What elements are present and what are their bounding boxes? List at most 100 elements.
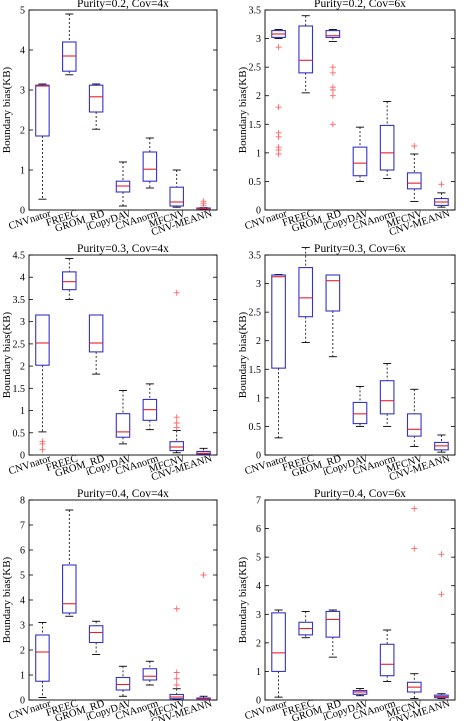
y-tick-label: 0 [20,451,25,462]
box-iqr [88,625,104,644]
box-iqr [352,146,368,177]
y-tick-label: 7 [20,521,25,532]
y-tick-label: 0.5 [249,422,262,433]
y-tick-label: 3 [20,621,25,632]
box-iqr [62,41,77,72]
box-iqr [298,25,314,74]
plot-frame [28,254,218,456]
y-tick-label: 2 [256,336,261,347]
y-tick-label: 6 [256,524,261,535]
y-axis-label: Boundary bias(KB) [1,556,13,643]
y-tick-label: 3.5 [13,295,26,306]
y-tick-label: 5 [20,6,25,17]
y-tick-label: 3 [256,34,261,45]
box-iqr [325,274,341,312]
outlier-marker [329,121,336,128]
chart-title: Purity=0.2, Cov=6x [314,0,406,10]
plot-frame [28,499,218,701]
outlier-marker [411,505,418,512]
outlier-marker [173,669,180,676]
y-axis-label: Boundary bias(KB) [237,556,249,643]
box-iqr [325,30,341,38]
panel-2: Purity=0.2, Cov=6x Boundary bias(KB) 0 0.5 1… [237,0,456,238]
y-tick-label: 7 [256,496,261,507]
outlier-marker [438,591,445,598]
box-iqr [406,413,422,437]
box-iqr [62,564,77,614]
y-tick-label: 2 [20,646,25,657]
outlier-marker [438,181,445,188]
y-tick-label: 1 [20,406,25,417]
outlier-marker [411,143,418,149]
y-tick-label: 3.5 [249,251,262,262]
outlier-marker [275,104,282,111]
y-axis-label: Boundary bias(KB) [237,66,249,153]
box-iqr [298,267,314,318]
y-tick-label: 1 [256,667,261,678]
y-tick-label: 3 [256,279,261,290]
box-iqr [115,180,131,193]
box-iqr [115,676,131,691]
y-tick-label: 4.5 [13,251,26,262]
outlier-marker [173,414,180,421]
box-iqr [35,314,50,366]
y-tick-label: 0 [20,206,25,217]
box-iqr [352,401,368,425]
panel-1: Purity=0.2, Cov=4x Boundary bias(KB) 0 1 2 3 4… [1,0,218,238]
outlier-marker [173,289,180,296]
y-tick-label: 5 [20,571,25,582]
y-tick-label: 8 [20,496,25,507]
panel-4: Purity=0.3, Cov=6x Boundary bias(KB) 0 0.5 1… [237,243,456,483]
y-tick-label: 0 [256,206,261,217]
panel-5: Purity=0.4, Cov=4x Boundary bias(KB) 0 1 2 3 4… [1,488,218,721]
y-tick-label: 1 [256,148,261,159]
outlier-marker [173,675,180,682]
y-tick-label: 0 [256,696,261,707]
outlier-marker [173,424,180,431]
plot-frame [264,9,456,211]
outlier-marker [173,605,180,612]
outlier-marker [39,440,46,447]
chart-title: Purity=0.2, Cov=4x [77,0,169,10]
box-iqr [169,441,184,452]
chart-title: Purity=0.4, Cov=4x [77,488,169,500]
box-iqr [379,380,395,415]
box-iqr [271,612,286,672]
outlier-marker [39,446,46,453]
y-tick-label: 4 [256,581,261,592]
y-tick-label: 0.5 [13,428,26,439]
y-tick-label: 1 [20,166,25,177]
box-iqr [169,186,184,207]
y-tick-label: 2.5 [249,308,262,319]
y-tick-label: 5 [256,553,261,564]
y-axis-label: Boundary bias(KB) [1,66,13,153]
y-tick-label: 1.5 [13,384,26,395]
outlier-marker [200,198,207,205]
box-iqr [142,151,158,182]
y-tick-label: 3.5 [249,6,262,17]
y-tick-label: 2.5 [249,63,262,74]
y-tick-label: 1.5 [249,120,262,131]
box-iqr [325,610,341,638]
outlier-marker [275,44,282,51]
y-tick-label: 2 [20,126,25,137]
outlier-marker [329,69,336,76]
y-axis-label: Boundary bias(KB) [1,311,13,398]
y-tick-label: 1 [20,671,25,682]
y-tick-label: 4 [20,46,25,57]
outlier-marker [329,87,336,93]
outlier-marker [200,572,207,578]
outlier-marker [438,551,445,558]
chart-title: Purity=0.3, Cov=4x [77,243,169,255]
y-tick-label: 1 [256,393,261,404]
y-tick-label: 4 [20,273,25,284]
box-iqr [142,668,158,681]
y-tick-label: 0 [256,451,261,462]
box-iqr [88,314,104,353]
box-iqr [379,124,395,171]
box-iqr [406,172,422,190]
y-tick-label: 2.5 [13,339,26,350]
y-tick-label: 2 [256,638,261,649]
chart-title: Purity=0.4, Cov=6x [314,488,406,500]
outlier-marker [275,151,282,157]
